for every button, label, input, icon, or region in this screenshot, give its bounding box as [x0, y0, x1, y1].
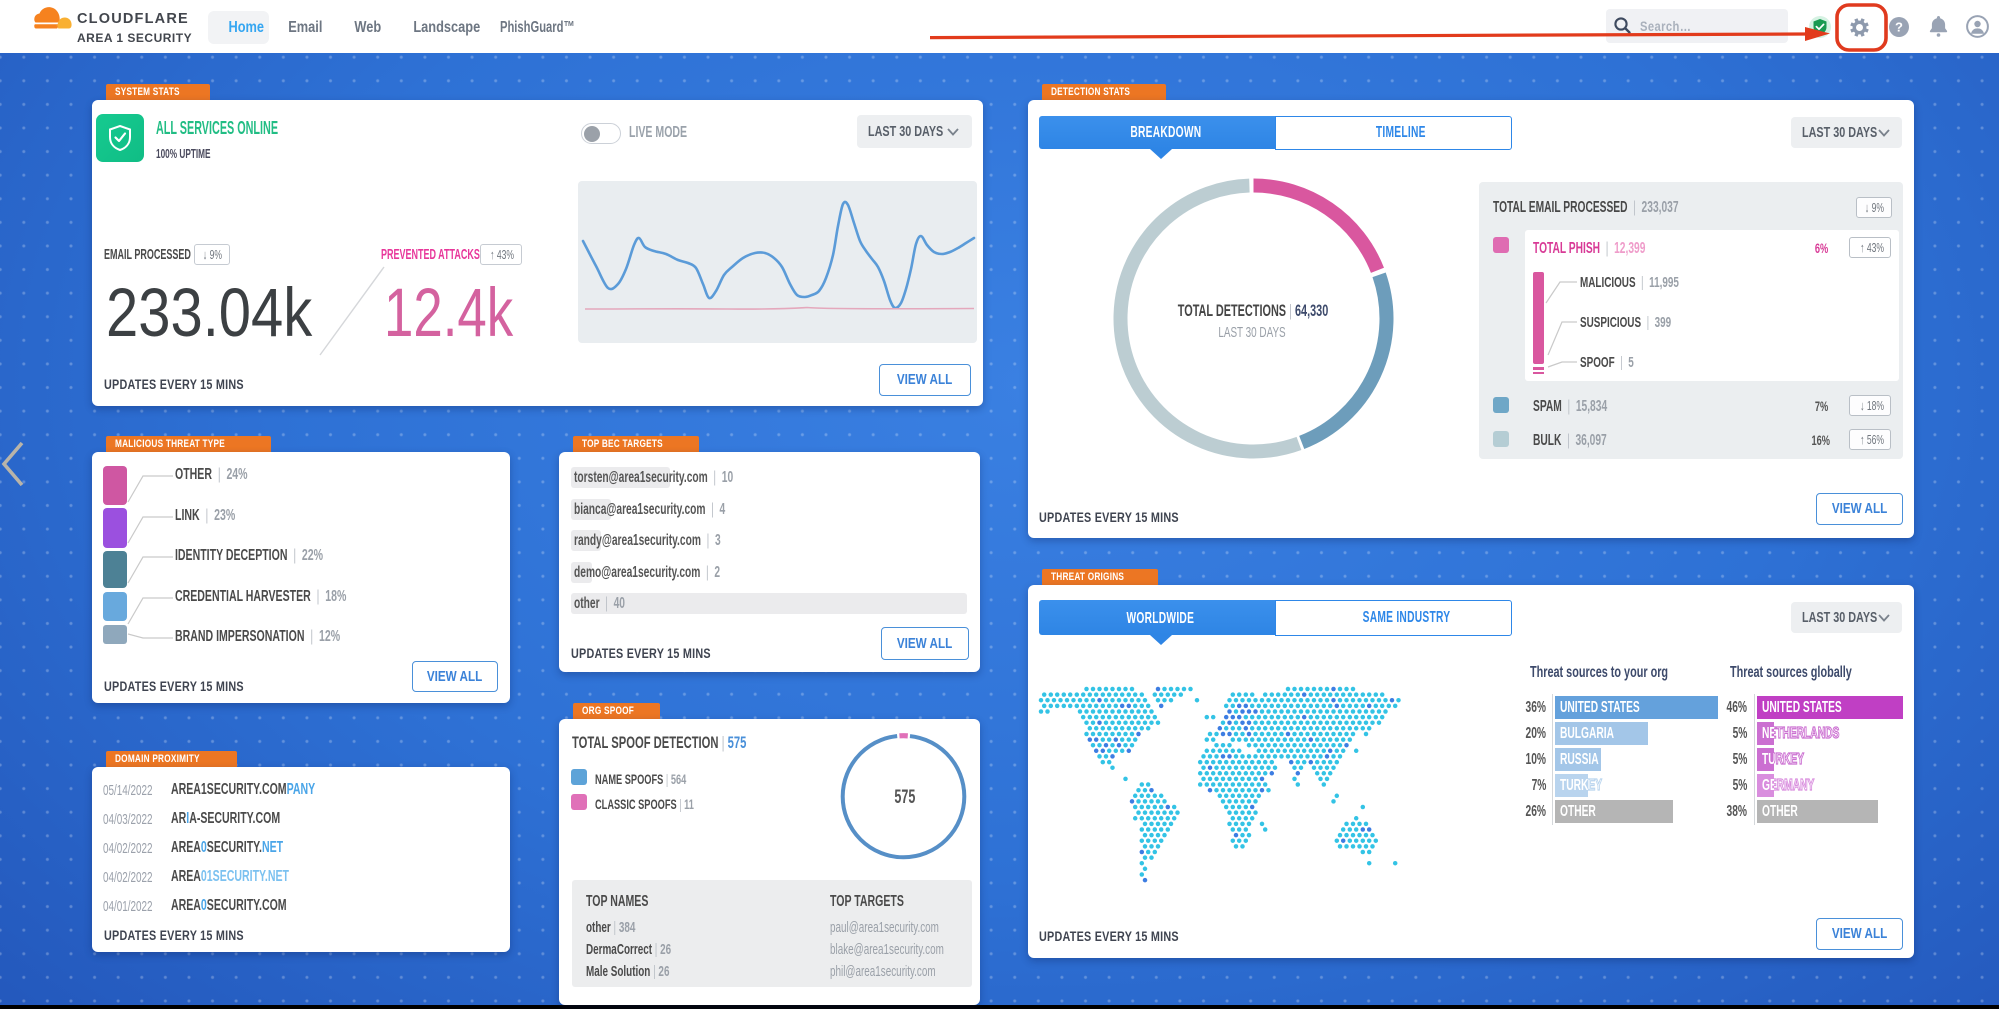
svg-text:?: ? [1895, 20, 1903, 35]
